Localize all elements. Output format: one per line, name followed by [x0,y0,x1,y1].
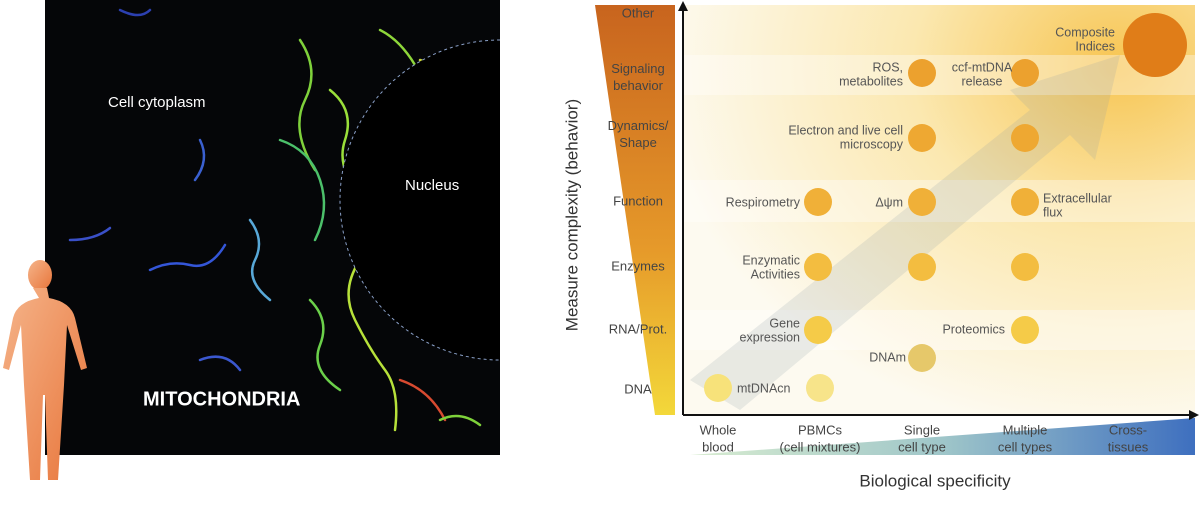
circle [804,188,832,216]
circle [1011,59,1039,87]
row-label: behavior [613,78,664,93]
column-label: cell types [998,439,1053,454]
annotation: Composite [1055,25,1115,39]
circle [1011,316,1039,344]
circle [804,253,832,281]
annotation: Proteomics [942,322,1005,336]
cytoplasm-label: Cell cytoplasm [108,94,206,111]
row-label: Signaling [611,61,665,76]
circle [908,124,936,152]
row-label: Shape [619,135,657,150]
circle [1011,124,1039,152]
row-label: Enzymes [611,258,665,273]
annotation: Electron and live cell [788,123,903,137]
plot-background [683,5,1195,415]
row-label: DNA [624,381,652,396]
row-label: Other [622,5,655,20]
nucleus-label: Nucleus [405,177,459,194]
circle [1011,188,1039,216]
y-arrow [678,1,688,11]
annotation: Gene [769,316,800,330]
circle [908,344,936,372]
annotation: Respirometry [726,195,801,209]
circle [804,316,832,344]
circles [704,13,1187,402]
column-label: cell type [898,439,946,454]
x-arrow [1189,410,1199,420]
column-label: Cross- [1109,422,1147,437]
annotation: Δψm [875,195,903,209]
annotation: release [962,74,1003,88]
circle [908,59,936,87]
column-label: Multiple [1003,422,1048,437]
annotation: metabolites [839,74,903,88]
circle [908,188,936,216]
labels: Other Signaling behavior Dynamics/Shape Func… [608,5,1149,454]
circle [1123,13,1187,77]
column-label: Whole [700,422,737,437]
complexity-gradient [595,5,675,415]
specificity-gradient [690,418,1195,455]
circle [1011,253,1039,281]
annotation: expression [740,330,800,344]
row-label: Dynamics/ [608,118,669,133]
column-label: blood [702,439,734,454]
circle [704,374,732,402]
annotation: ROS, [872,60,903,74]
nucleus-outline [339,39,501,361]
panel-title: MITOCHONDRIA [143,388,300,410]
column-label: tissues [1108,439,1149,454]
annotation: Enzymatic [742,253,800,267]
row-label: RNA/Prot. [609,321,668,336]
column-label: (cell mixtures) [780,439,861,454]
annotation: microscopy [840,137,904,151]
annotation: mtDNAcn [737,381,791,395]
y-axis-title: Measure complexity (behavior) [562,99,581,331]
circle [908,253,936,281]
annotation: Activities [751,267,800,281]
row-bands [683,55,1195,350]
annotation: Extracellular [1043,191,1112,205]
annotation: DNAm [869,350,906,364]
row-label: Function [613,193,663,208]
column-label: PBMCs [798,422,843,437]
annotation: flux [1043,205,1063,219]
human-figure [3,260,87,480]
column-label: Single [904,422,940,437]
circle [806,374,834,402]
x-axis-title: Biological specificity [859,471,1011,490]
annotation: Indices [1075,39,1115,53]
annotation: ccf-mtDNA [952,60,1013,74]
